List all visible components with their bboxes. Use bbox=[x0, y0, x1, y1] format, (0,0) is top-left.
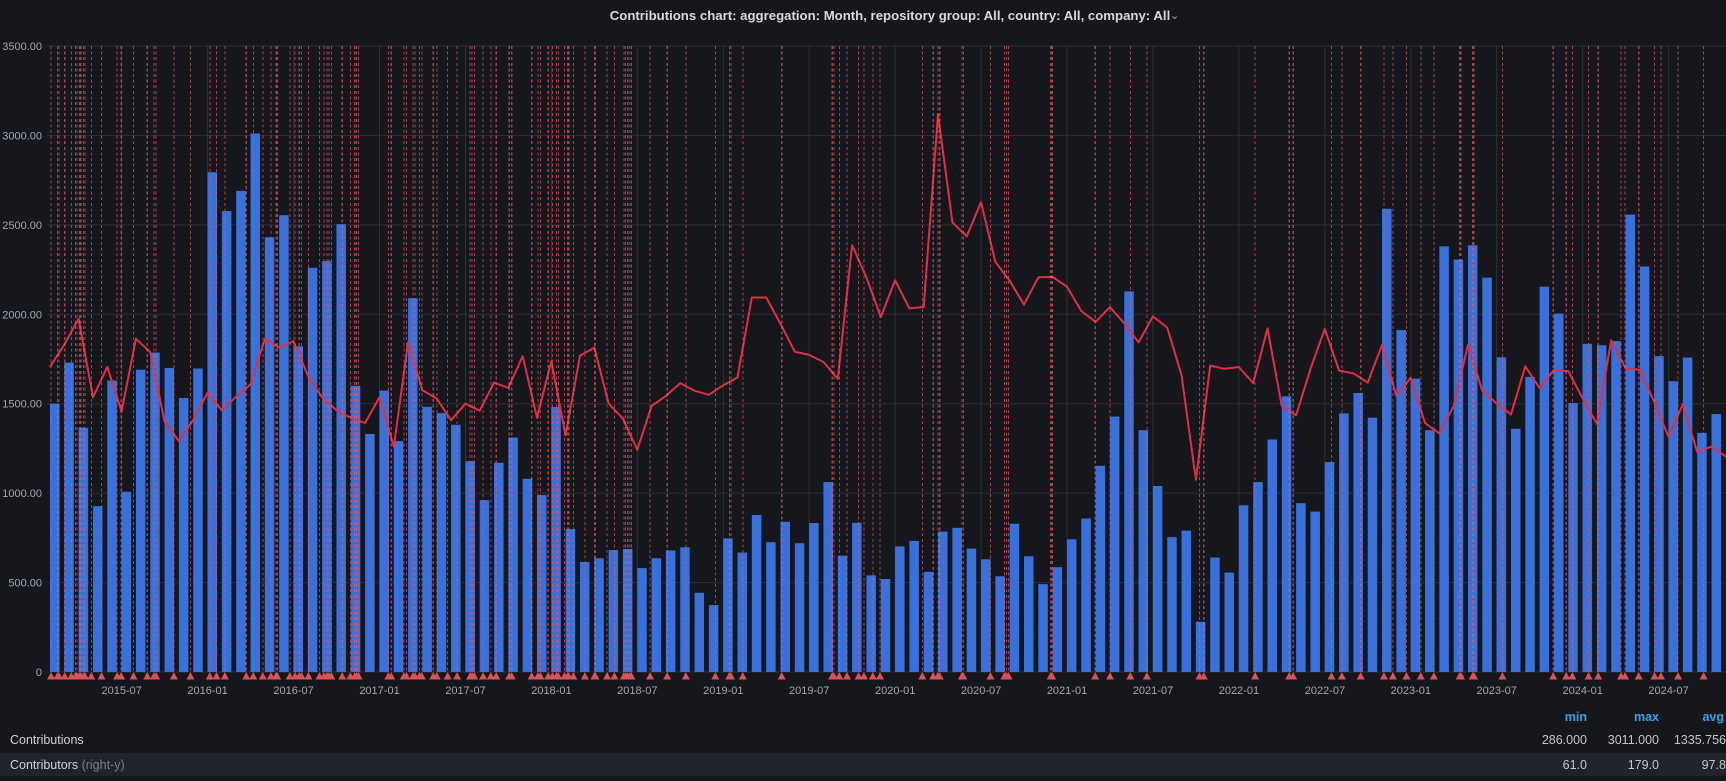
svg-text:Contributors (right-y): Contributors (right-y) bbox=[10, 758, 125, 772]
svg-text:avg: avg bbox=[1702, 710, 1724, 724]
svg-text:2022-07: 2022-07 bbox=[1305, 685, 1345, 697]
svg-text:2017-01: 2017-01 bbox=[359, 685, 399, 697]
svg-text:min: min bbox=[1565, 710, 1587, 724]
svg-text:2022-01: 2022-01 bbox=[1219, 685, 1259, 697]
svg-text:2500.00: 2500.00 bbox=[2, 220, 42, 232]
svg-text:2024-01: 2024-01 bbox=[1563, 685, 1603, 697]
svg-text:2018-01: 2018-01 bbox=[531, 685, 571, 697]
svg-text:2019-07: 2019-07 bbox=[789, 685, 829, 697]
svg-text:2015-07: 2015-07 bbox=[102, 685, 142, 697]
svg-text:61.0: 61.0 bbox=[1563, 758, 1587, 772]
svg-text:Contributions: Contributions bbox=[10, 733, 84, 747]
svg-text:3000.00: 3000.00 bbox=[2, 130, 42, 142]
svg-text:3500.00: 3500.00 bbox=[2, 41, 42, 53]
svg-text:2020-07: 2020-07 bbox=[961, 685, 1001, 697]
svg-text:0: 0 bbox=[36, 667, 42, 679]
svg-text:2020-01: 2020-01 bbox=[875, 685, 915, 697]
svg-text:2021-01: 2021-01 bbox=[1047, 685, 1087, 697]
svg-text:1335.756: 1335.756 bbox=[1674, 733, 1726, 747]
svg-text:1500.00: 1500.00 bbox=[2, 399, 42, 411]
svg-text:⌄: ⌄ bbox=[1170, 10, 1179, 22]
svg-text:2018-07: 2018-07 bbox=[617, 685, 657, 697]
svg-text:2016-07: 2016-07 bbox=[273, 685, 313, 697]
svg-text:2024-07: 2024-07 bbox=[1648, 685, 1688, 697]
svg-text:2023-01: 2023-01 bbox=[1391, 685, 1431, 697]
svg-text:97.8: 97.8 bbox=[1702, 758, 1726, 772]
svg-text:286.000: 286.000 bbox=[1542, 733, 1587, 747]
svg-text:2023-07: 2023-07 bbox=[1477, 685, 1517, 697]
svg-text:Contributions chart: aggregati: Contributions chart: aggregation: Month,… bbox=[610, 8, 1170, 23]
svg-text:179.0: 179.0 bbox=[1628, 758, 1659, 772]
svg-text:2000.00: 2000.00 bbox=[2, 309, 42, 321]
svg-text:500.00: 500.00 bbox=[8, 578, 42, 590]
svg-text:2021-07: 2021-07 bbox=[1133, 685, 1173, 697]
svg-text:max: max bbox=[1634, 710, 1659, 724]
svg-text:3011.000: 3011.000 bbox=[1608, 733, 1659, 747]
svg-text:2016-01: 2016-01 bbox=[187, 685, 227, 697]
svg-text:1000.00: 1000.00 bbox=[2, 488, 42, 500]
svg-text:2019-01: 2019-01 bbox=[703, 685, 743, 697]
svg-text:2017-07: 2017-07 bbox=[445, 685, 485, 697]
